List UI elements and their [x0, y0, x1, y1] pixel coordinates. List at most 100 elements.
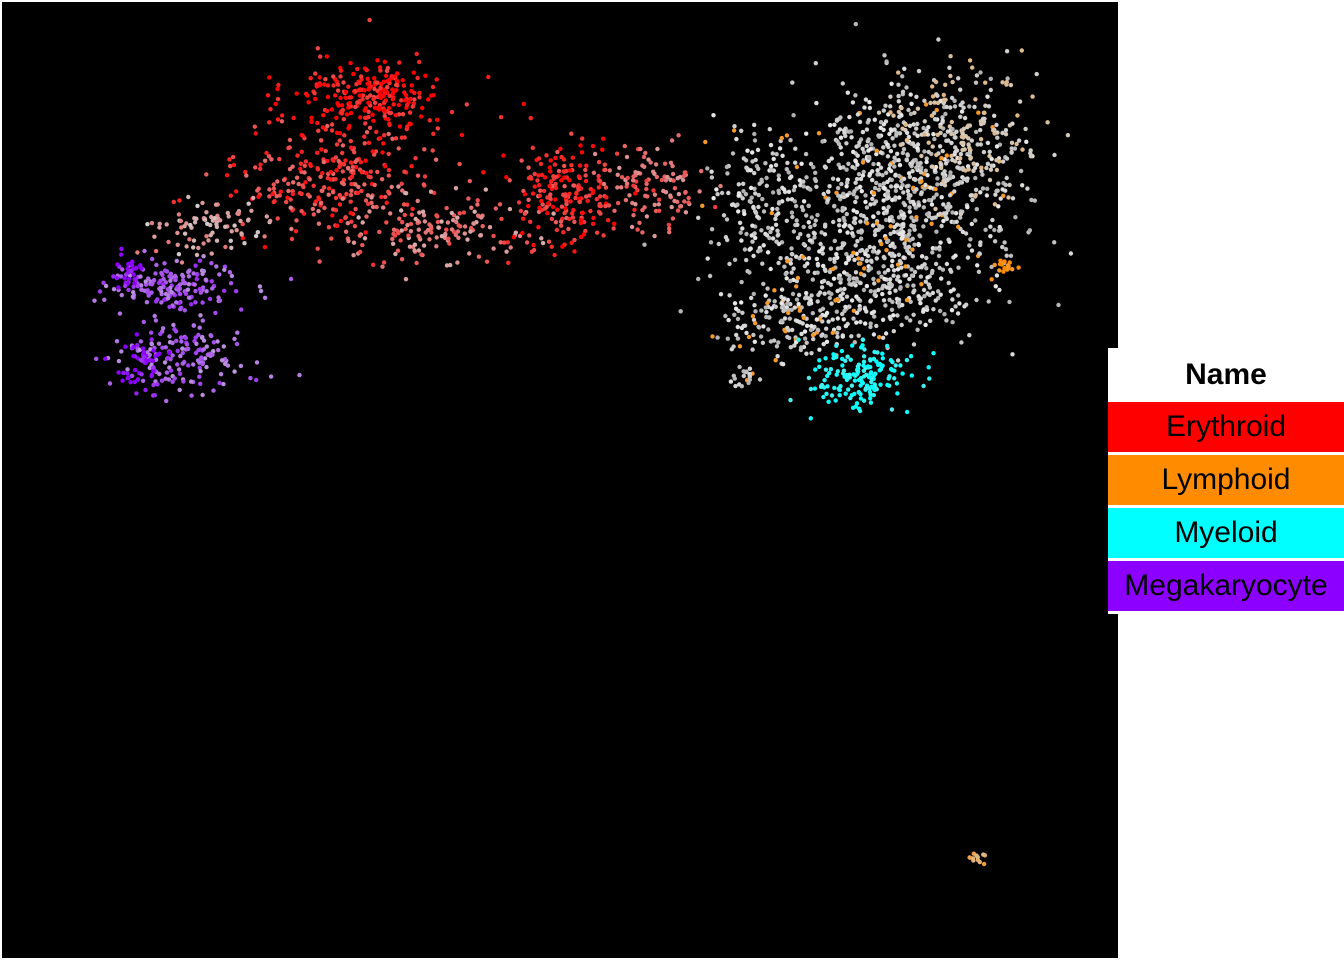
scatter-point [255, 230, 260, 235]
scatter-point [1009, 140, 1015, 145]
scatter-point [784, 218, 789, 223]
scatter-point [779, 135, 784, 141]
scatter-point [861, 359, 867, 364]
scatter-point [362, 88, 367, 93]
scatter-point [412, 248, 417, 253]
scatter-point [745, 148, 750, 153]
scatter-point [111, 287, 117, 292]
scatter-point [871, 356, 877, 362]
scatter-point [904, 409, 910, 415]
scatter-point [853, 93, 858, 98]
scatter-point [736, 191, 742, 196]
scatter-point [309, 115, 314, 121]
scatter-point [144, 358, 150, 364]
scatter-point [358, 160, 364, 165]
scatter-point [840, 241, 845, 246]
scatter-point [820, 139, 825, 144]
scatter-point [624, 154, 630, 160]
scatter-point [889, 307, 895, 312]
scatter-point [926, 365, 931, 370]
scatter-point [873, 229, 878, 234]
scatter-point [988, 224, 993, 229]
scatter-point [179, 225, 184, 230]
scatter-point [822, 232, 828, 237]
scatter-point [770, 190, 776, 195]
scatter-point [792, 199, 797, 204]
scatter-point [856, 296, 861, 302]
scatter-point [835, 297, 840, 303]
scatter-point [773, 216, 778, 222]
scatter-point [992, 202, 998, 207]
scatter-point [550, 204, 556, 210]
scatter-point [719, 190, 725, 196]
scatter-point [870, 177, 875, 183]
scatter-point [815, 212, 820, 218]
scatter-point [364, 214, 369, 219]
scatter-point [897, 162, 903, 168]
scatter-point [393, 74, 398, 79]
scatter-point [960, 147, 965, 153]
scatter-point [750, 347, 755, 352]
scatter-point [258, 162, 263, 167]
scatter-point [870, 223, 876, 228]
scatter-point [532, 171, 537, 177]
scatter-point [481, 170, 486, 175]
scatter-point [933, 164, 939, 170]
scatter-point [913, 205, 918, 210]
scatter-point [956, 224, 961, 229]
scatter-point [958, 114, 963, 120]
scatter-point [287, 137, 293, 143]
scatter-point [863, 251, 868, 257]
scatter-point [699, 168, 704, 174]
scatter-point [858, 176, 864, 182]
scatter-point [1003, 247, 1009, 252]
scatter-point [907, 276, 912, 282]
scatter-point [757, 181, 762, 186]
scatter-point [849, 383, 855, 388]
scatter-point [891, 329, 896, 334]
scatter-point [841, 368, 847, 373]
scatter-point [895, 267, 901, 272]
scatter-point [950, 157, 955, 163]
scatter-point [389, 184, 394, 190]
scatter-point [309, 119, 314, 125]
scatter-point [172, 376, 177, 381]
scatter-point [535, 178, 540, 183]
scatter-point [155, 297, 160, 302]
scatter-point [232, 336, 237, 342]
scatter-point [394, 82, 399, 88]
scatter-point [103, 356, 108, 361]
scatter-point [435, 117, 440, 123]
scatter-point [633, 170, 638, 175]
scatter-point [984, 165, 989, 171]
scatter-point [958, 215, 963, 220]
scatter-point [885, 154, 891, 159]
scatter-point [911, 199, 916, 205]
scatter-point [806, 375, 812, 381]
scatter-point [741, 181, 746, 186]
scatter-point [603, 185, 609, 190]
scatter-point [710, 334, 715, 339]
scatter-point [431, 131, 436, 136]
scatter-point [387, 122, 392, 128]
scatter-point [290, 191, 296, 197]
scatter-point [1001, 193, 1006, 198]
scatter-point [752, 339, 757, 344]
scatter-point [365, 81, 370, 86]
scatter-point [856, 362, 862, 367]
scatter-point [854, 195, 859, 200]
scatter-point [358, 74, 364, 79]
scatter-point [949, 269, 954, 274]
scatter-point [344, 112, 350, 117]
scatter-point [290, 164, 295, 169]
scatter-point [537, 193, 542, 198]
scatter-point [403, 226, 408, 232]
scatter-point [859, 228, 864, 233]
scatter-point [134, 391, 139, 396]
scatter-point [390, 97, 395, 102]
scatter-point [940, 171, 945, 176]
scatter-point [365, 76, 370, 81]
scatter-point [866, 155, 872, 161]
scatter-point [817, 347, 822, 352]
scatter-point [700, 203, 705, 208]
